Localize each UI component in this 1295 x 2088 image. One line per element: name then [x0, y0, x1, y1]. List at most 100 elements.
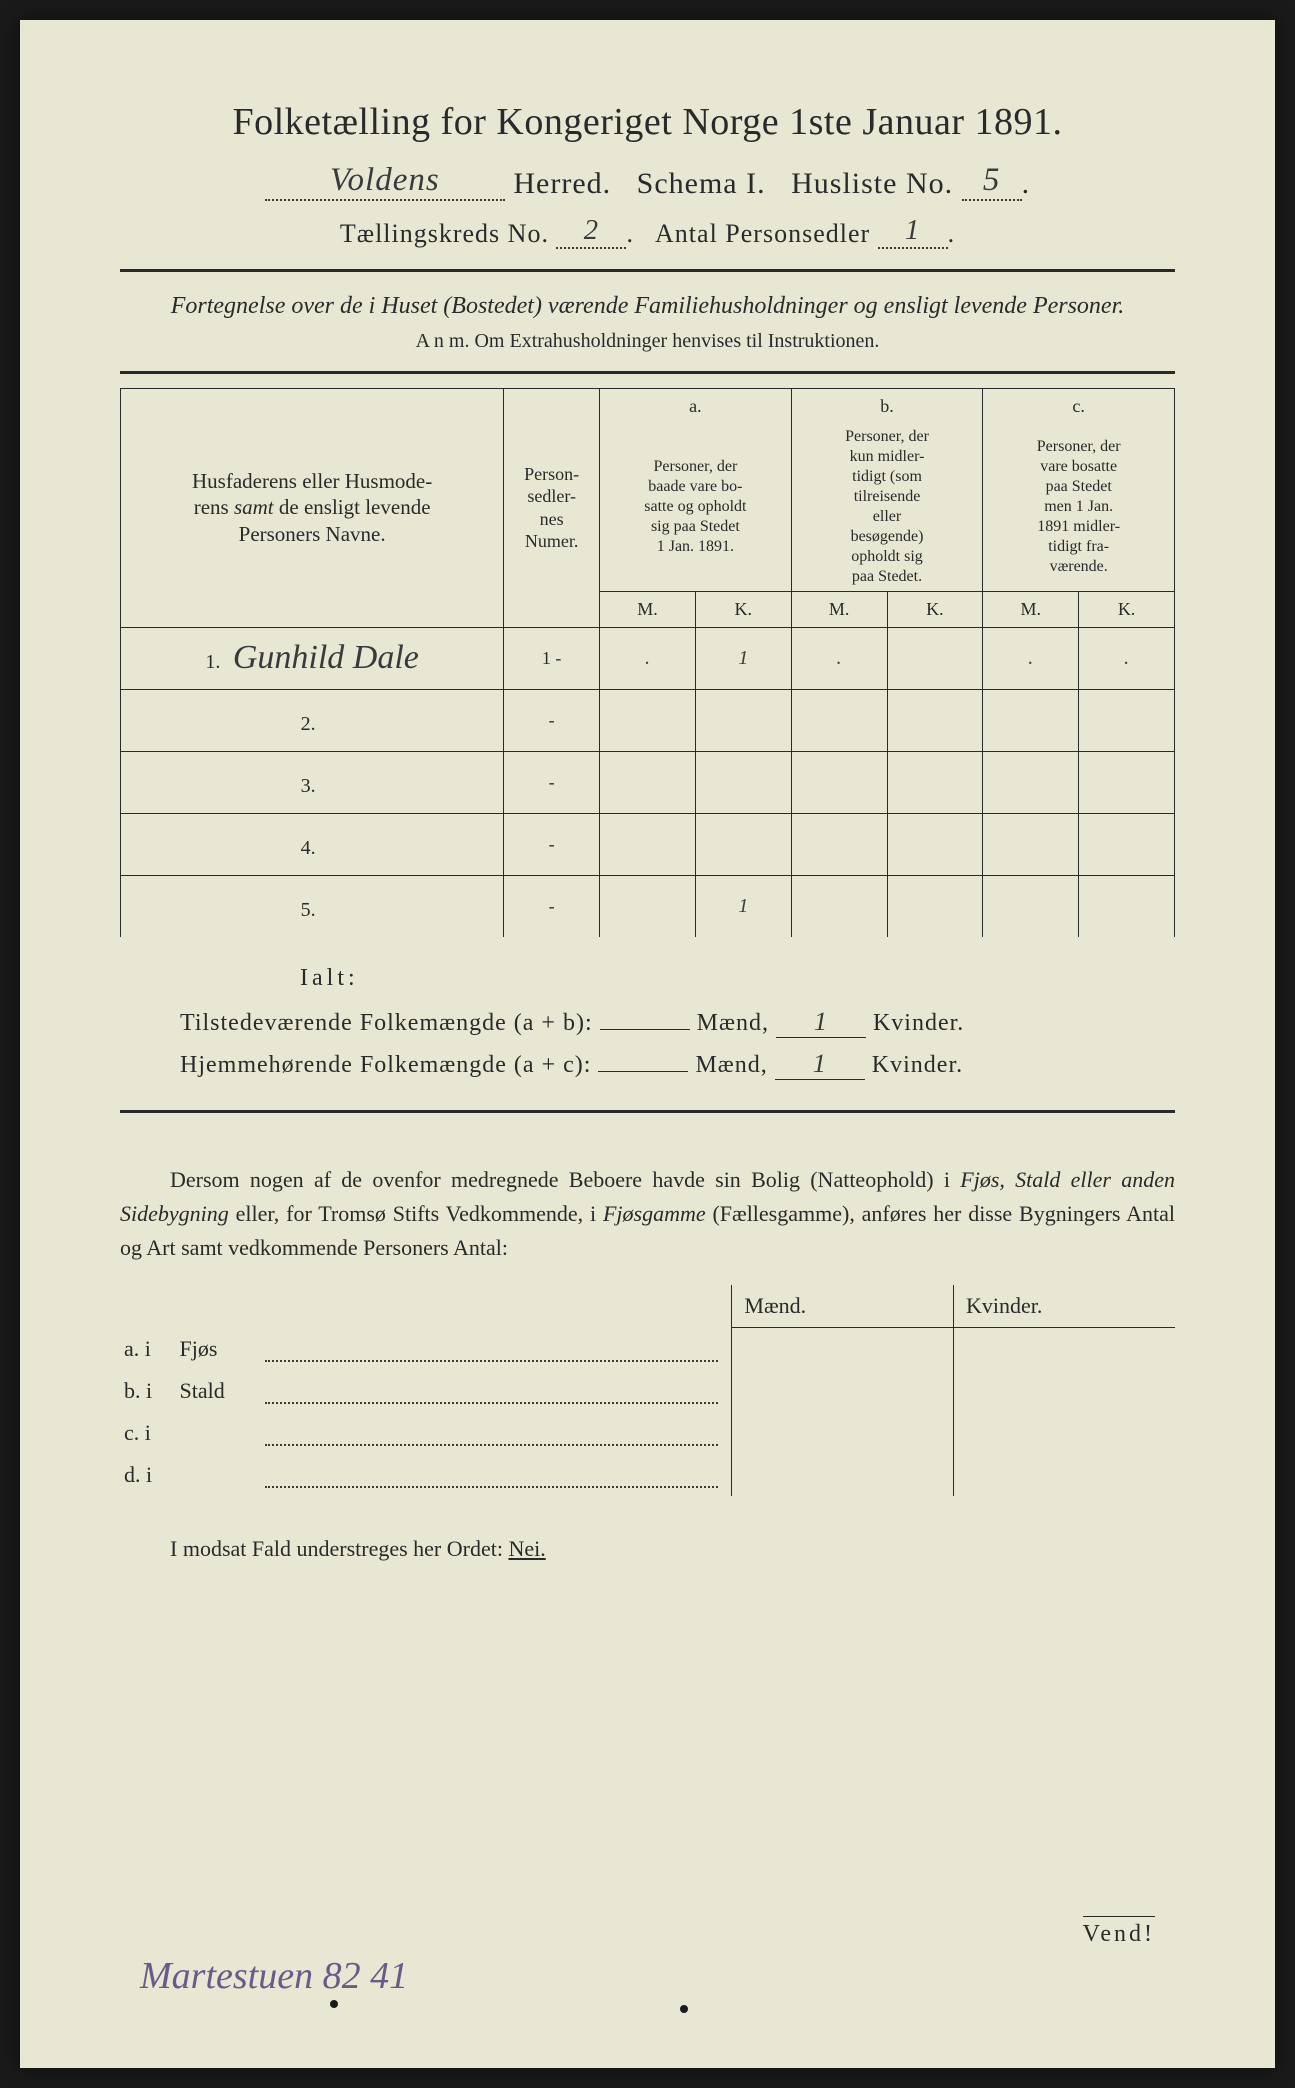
table-row: 3. -: [121, 751, 1175, 813]
side-row-label: d. i: [120, 1454, 732, 1496]
row-am: [600, 813, 696, 875]
row-ak: [695, 689, 791, 751]
col-b-desc: Personer, derkun midler-tidigt (somtilre…: [791, 423, 983, 592]
herred-value: Voldens: [330, 162, 440, 198]
col-c-head: c.: [983, 388, 1175, 423]
row-ak: 1: [695, 875, 791, 937]
side-col-maend: Mænd.: [732, 1285, 954, 1328]
row-num-cell: -: [504, 875, 600, 937]
header-line-2: Voldens Herred. Schema I. Husliste No. 5…: [120, 162, 1175, 201]
vend-label: Vend!: [1083, 1916, 1155, 1948]
row-bm: [791, 689, 887, 751]
row-ck: [1079, 689, 1175, 751]
row-bm: [791, 875, 887, 937]
husliste-value: 5: [983, 162, 1001, 198]
side-table-row: d. i: [120, 1454, 1175, 1496]
side-row-kvinder: [953, 1370, 1175, 1412]
side-row-kvinder: [953, 1328, 1175, 1370]
table-row: 5. - 1: [121, 875, 1175, 937]
summary-line-2: Hjemmehørende Folkemængde (a + c): Mænd,…: [180, 1048, 1175, 1080]
ink-dot: [330, 2000, 338, 2008]
sum2-k: 1: [813, 1048, 827, 1078]
col-c-desc: Personer, dervare bosattepaa Stedetmen 1…: [983, 423, 1175, 592]
col-header-names: Husfaderens eller Husmode-rens samt de e…: [121, 388, 504, 627]
col-b-head: b.: [791, 388, 983, 423]
row-name-cell: 2.: [121, 689, 504, 751]
side-row-maend: [732, 1454, 954, 1496]
side-table-row: b. i Stald: [120, 1370, 1175, 1412]
row-name-cell: 4.: [121, 813, 504, 875]
row-ak: 1: [695, 627, 791, 689]
row-num-cell: -: [504, 751, 600, 813]
col-a-desc: Personer, derbaade vare bo-satte og opho…: [600, 423, 792, 592]
row-name-cell: 5.: [121, 875, 504, 937]
col-c-k: K.: [1079, 592, 1175, 628]
row-num-cell: -: [504, 689, 600, 751]
row-am: [600, 751, 696, 813]
table-row: 4. -: [121, 813, 1175, 875]
sedler-value: 1: [905, 215, 920, 246]
side-row-maend: [732, 1328, 954, 1370]
row-num-cell: -: [504, 813, 600, 875]
row-bm: .: [791, 627, 887, 689]
side-row-kvinder: [953, 1412, 1175, 1454]
summary-line-1: Tilstedeværende Folkemængde (a + b): Mæn…: [180, 1006, 1175, 1038]
row-cm: [983, 813, 1079, 875]
row-ak: [695, 813, 791, 875]
row-bk: [887, 751, 983, 813]
row-name-cell: 1. Gunhild Dale: [121, 627, 504, 689]
side-row-label: b. i Stald: [120, 1370, 732, 1412]
page-title: Folketælling for Kongeriget Norge 1ste J…: [120, 100, 1175, 144]
divider: [120, 269, 1175, 272]
row-am: .: [600, 627, 696, 689]
row-bm: [791, 751, 887, 813]
side-building-table: Mænd. Kvinder. a. i Fjøs b. i Stald c. i: [120, 1285, 1175, 1496]
row-ak: [695, 751, 791, 813]
kreds-label: Tællingskreds No.: [340, 219, 549, 248]
col-a-m: M.: [600, 592, 696, 628]
side-col-kvinder: Kvinder.: [953, 1285, 1175, 1328]
row-ck: [1079, 813, 1175, 875]
row-name-cell: 3.: [121, 751, 504, 813]
header-line-3: Tællingskreds No. 2. Antal Personsedler …: [120, 215, 1175, 249]
husliste-label: Husliste No.: [791, 167, 953, 200]
kreds-value: 2: [584, 215, 599, 246]
table-row: 1. Gunhild Dale 1 - . 1 . . .: [121, 627, 1175, 689]
side-row-maend: [732, 1412, 954, 1454]
side-row-label: c. i: [120, 1412, 732, 1454]
side-table-row: a. i Fjøs: [120, 1328, 1175, 1370]
row-am: [600, 689, 696, 751]
row-bk: [887, 627, 983, 689]
col-a-head: a.: [600, 388, 792, 423]
row-bk: [887, 689, 983, 751]
col-c-m: M.: [983, 592, 1079, 628]
bottom-handwritten-note: Martestuen 82 41: [140, 1954, 408, 1998]
col-header-numer: Person-sedler-nesNumer.: [504, 388, 600, 627]
subtitle: Fortegnelse over de i Huset (Bostedet) v…: [120, 290, 1175, 324]
row-ck: [1079, 751, 1175, 813]
row-cm: [983, 875, 1079, 937]
nei-line: I modsat Fald understreges her Ordet: Ne…: [170, 1536, 1175, 1562]
nei-word: Nei.: [508, 1536, 545, 1561]
row-bk: [887, 813, 983, 875]
row-bk: [887, 875, 983, 937]
ialt-label: Ialt:: [300, 965, 1175, 992]
side-table-row: c. i: [120, 1412, 1175, 1454]
col-b-m: M.: [791, 592, 887, 628]
main-table: Husfaderens eller Husmode-rens samt de e…: [120, 388, 1175, 938]
table-row: 2. -: [121, 689, 1175, 751]
ink-dot: [680, 2005, 688, 2013]
herred-label: Herred.: [513, 167, 611, 200]
row-am: [600, 875, 696, 937]
row-bm: [791, 813, 887, 875]
sum1-k: 1: [814, 1006, 828, 1036]
row-ck: .: [1079, 627, 1175, 689]
divider: [120, 371, 1175, 374]
side-row-label: a. i Fjøs: [120, 1328, 732, 1370]
side-row-maend: [732, 1370, 954, 1412]
schema-label: Schema I.: [637, 167, 766, 200]
row-ck: [1079, 875, 1175, 937]
divider: [120, 1110, 1175, 1113]
sedler-label: Antal Personsedler: [655, 219, 870, 248]
side-row-kvinder: [953, 1454, 1175, 1496]
